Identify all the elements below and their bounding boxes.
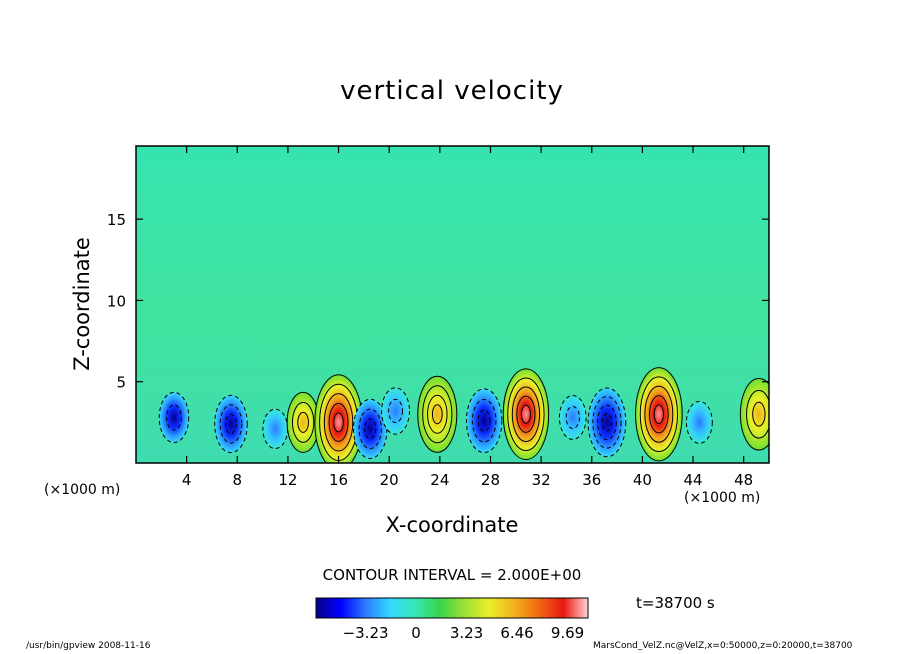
x-tick-label: 16 bbox=[329, 471, 348, 489]
x-tick-label: 28 bbox=[481, 471, 500, 489]
y-tick-label: 15 bbox=[107, 211, 126, 229]
colorbar-bar bbox=[315, 597, 589, 619]
time-label: t=38700 s bbox=[636, 594, 715, 612]
x-tick-label: 44 bbox=[683, 471, 702, 489]
contour-ring bbox=[219, 404, 243, 444]
x-axis-label: X-coordinate bbox=[385, 513, 519, 537]
contour-ring bbox=[388, 398, 403, 424]
x-tick-label: 20 bbox=[380, 471, 399, 489]
downdraft-cell bbox=[262, 408, 289, 450]
contour-ring bbox=[333, 412, 344, 433]
contour-ring bbox=[653, 404, 665, 425]
contour-ring bbox=[649, 395, 669, 434]
x-unit-left: (×1000 m) bbox=[44, 482, 121, 498]
y-tick-label: 10 bbox=[107, 292, 126, 310]
contour-ring bbox=[746, 389, 769, 439]
downdraft-cell bbox=[558, 395, 587, 440]
updraft-cell bbox=[286, 391, 320, 453]
contour-ring bbox=[471, 399, 497, 443]
colorbar-tick-label: 6.46 bbox=[500, 624, 533, 642]
contour-ring bbox=[427, 394, 448, 434]
y-axis-ticks: 5 10 15 bbox=[107, 211, 769, 392]
footer-left: /usr/bin/gpview 2008-11-16 bbox=[26, 641, 151, 651]
y-tick-label: 5 bbox=[116, 374, 126, 392]
x-tick-label: 48 bbox=[734, 471, 753, 489]
contour-ring bbox=[297, 411, 309, 433]
y-axis-label: Z-coordinate bbox=[70, 237, 94, 371]
footer-right: MarsCond_VelZ.nc@VelZ,x=0:50000,z=0:2000… bbox=[593, 641, 853, 651]
downdraft-cell bbox=[214, 394, 248, 454]
x-tick-label: 4 bbox=[182, 471, 192, 489]
x-tick-label: 36 bbox=[582, 471, 601, 489]
x-tick-label: 40 bbox=[633, 471, 652, 489]
contour-ring bbox=[511, 386, 541, 442]
contour-ring bbox=[225, 413, 237, 435]
contour-ring bbox=[431, 404, 443, 425]
x-unit-right: (×1000 m) bbox=[684, 490, 761, 506]
contour-ring bbox=[323, 393, 354, 452]
contour-ring bbox=[358, 408, 382, 450]
contour-ring bbox=[291, 401, 315, 443]
contour-ring bbox=[422, 385, 453, 444]
contour-ring bbox=[516, 395, 536, 433]
plot-area bbox=[135, 145, 770, 464]
contour-ring bbox=[364, 418, 377, 440]
contour-ring bbox=[597, 404, 617, 441]
x-tick-label: 12 bbox=[278, 471, 297, 489]
contour-ring bbox=[477, 409, 491, 432]
contour-ring bbox=[752, 401, 766, 427]
updraft-cell bbox=[417, 375, 458, 453]
colorbar-tick-label: 3.23 bbox=[450, 624, 483, 642]
x-tick-label: 24 bbox=[430, 471, 449, 489]
velocity-cells bbox=[158, 367, 769, 463]
updraft-cell bbox=[635, 367, 683, 462]
contour-interval-label: CONTOUR INTERVAL = 2.000E+00 bbox=[322, 566, 582, 584]
downdraft-cell bbox=[685, 400, 713, 444]
contour-ring bbox=[639, 376, 678, 453]
updraft-cell bbox=[739, 377, 769, 451]
plot-frame bbox=[135, 145, 770, 464]
downdraft-cell bbox=[381, 387, 410, 435]
contour-ring bbox=[644, 385, 674, 443]
contour-ring bbox=[520, 404, 531, 424]
downdraft-cell bbox=[465, 388, 503, 454]
x-tick-label: 8 bbox=[233, 471, 243, 489]
contour-ring bbox=[507, 377, 545, 452]
contour-ring bbox=[601, 413, 613, 432]
downdraft-cell bbox=[587, 387, 627, 458]
colorbar-tick-label: 0 bbox=[411, 624, 421, 642]
contour-ring bbox=[328, 402, 349, 442]
contour-ring bbox=[592, 396, 622, 449]
x-axis-ticks: 4 8 12 16 20 24 28 32 36 40 44 48 bbox=[182, 146, 753, 489]
chart-title: vertical velocity bbox=[340, 76, 564, 106]
colorbar-tick-label: 9.69 bbox=[551, 624, 584, 642]
x-tick-label: 32 bbox=[532, 471, 551, 489]
updraft-cell bbox=[502, 368, 550, 461]
contour-ring bbox=[166, 404, 182, 431]
colorbar: −3.23 0 3.23 6.46 9.69 bbox=[315, 597, 589, 642]
colorbar-tick-label: −3.23 bbox=[343, 624, 389, 642]
downdraft-cell bbox=[158, 391, 190, 444]
contour-ring bbox=[565, 406, 580, 429]
colorbar-ticks: −3.23 0 3.23 6.46 9.69 bbox=[343, 624, 585, 642]
